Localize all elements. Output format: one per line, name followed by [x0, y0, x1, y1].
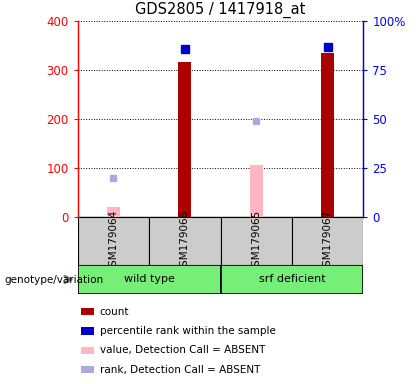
Bar: [81, 347, 94, 354]
Bar: [81, 328, 94, 334]
Text: GSM179065: GSM179065: [251, 209, 261, 273]
Text: value, Detection Call = ABSENT: value, Detection Call = ABSENT: [100, 346, 265, 356]
Text: count: count: [100, 306, 129, 316]
Bar: [321, 53, 334, 217]
Text: percentile rank within the sample: percentile rank within the sample: [100, 326, 276, 336]
Text: wild type: wild type: [123, 274, 175, 285]
Title: GDS2805 / 1417918_at: GDS2805 / 1417918_at: [135, 2, 306, 18]
Bar: [81, 308, 94, 315]
Text: rank, Detection Call = ABSENT: rank, Detection Call = ABSENT: [100, 365, 260, 375]
Text: GSM179064: GSM179064: [108, 209, 118, 273]
Bar: [78, 217, 149, 265]
Text: srf deficient: srf deficient: [259, 274, 325, 285]
Text: genotype/variation: genotype/variation: [4, 275, 103, 285]
Bar: [220, 217, 292, 265]
Bar: [107, 207, 120, 217]
Bar: [178, 62, 191, 217]
Text: GSM179066: GSM179066: [180, 209, 190, 273]
Bar: [220, 265, 363, 294]
Bar: [149, 217, 220, 265]
Bar: [81, 366, 94, 373]
Bar: [292, 217, 363, 265]
Text: GSM179067: GSM179067: [323, 209, 333, 273]
Bar: [250, 165, 262, 217]
Bar: [78, 265, 220, 294]
